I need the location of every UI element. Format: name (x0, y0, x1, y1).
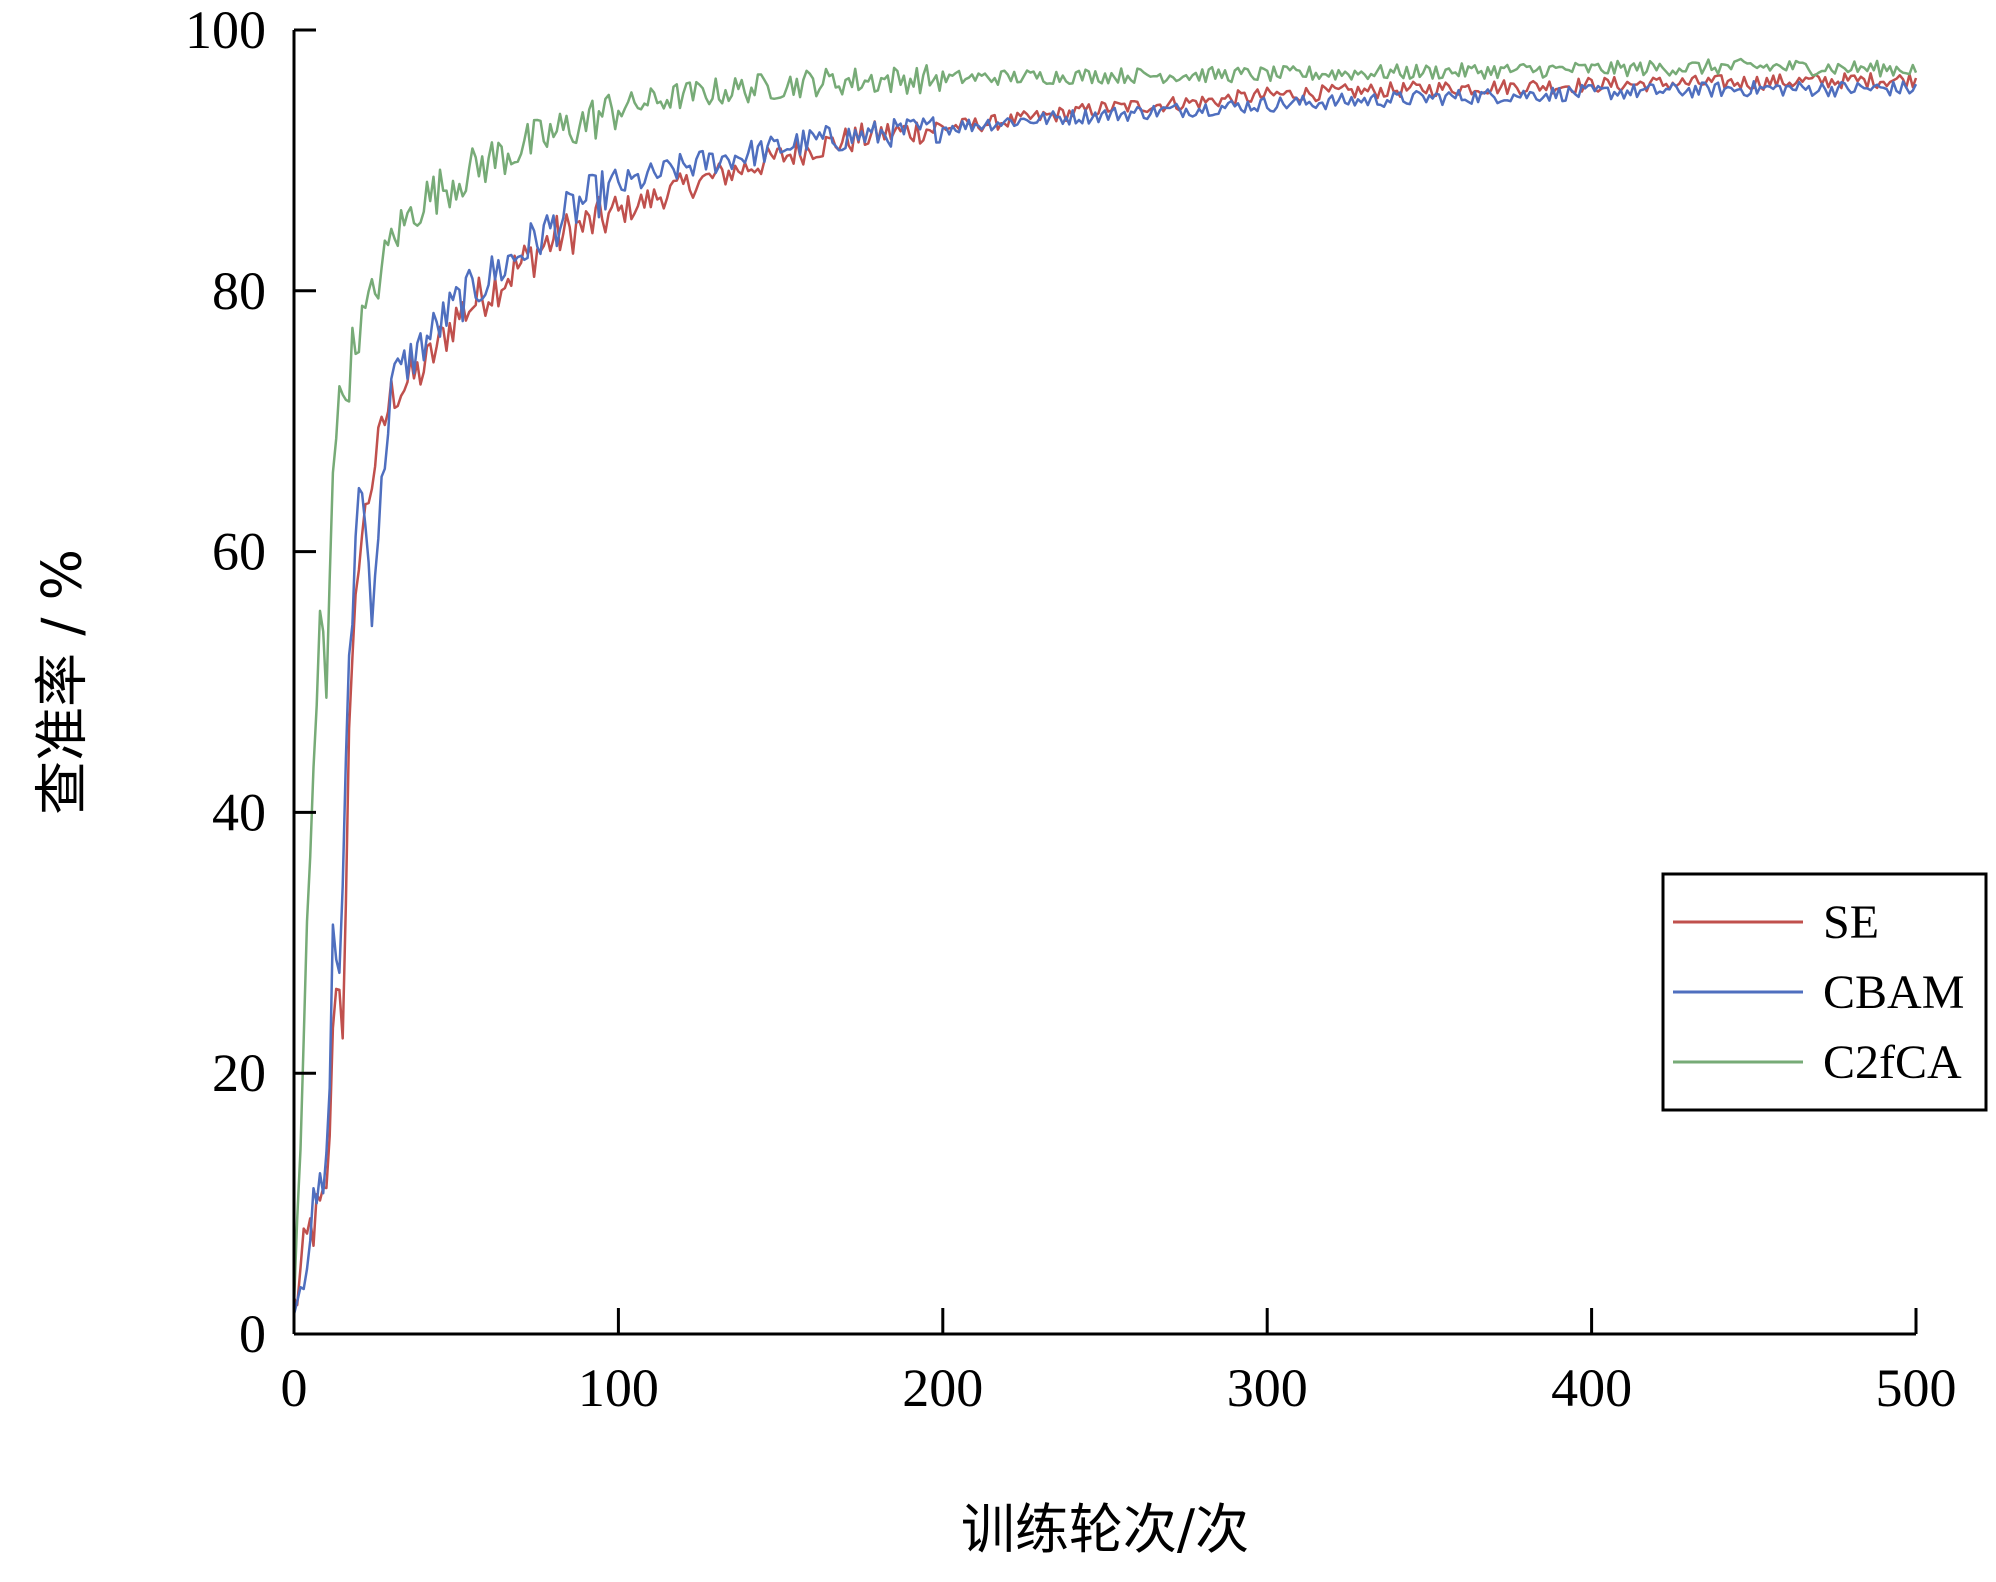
legend-label-cbam: CBAM (1823, 966, 1964, 1019)
x-axis-title: 训练轮次/次 (961, 1498, 1249, 1561)
series-line-se (292, 72, 1918, 1307)
x-tick-label: 0 (281, 1358, 308, 1418)
y-tick-label: 60 (212, 522, 266, 582)
legend-label-se: SE (1823, 896, 1879, 949)
y-axis-title: 查准率 / % (31, 549, 94, 815)
x-ticks: 0 100 200 300 400 500 (281, 1308, 1957, 1418)
legend-label-c2fca: C2fCA (1823, 1036, 1962, 1089)
x-tick-label: 500 (1876, 1358, 1957, 1418)
x-tick-label: 400 (1551, 1358, 1632, 1418)
y-tick-label: 0 (239, 1304, 266, 1364)
x-tick-label: 300 (1227, 1358, 1308, 1418)
legend: SE CBAM C2fCA (1661, 872, 1988, 1112)
y-tick-label: 100 (185, 0, 266, 60)
y-ticks: 0 20 40 60 80 100 (185, 0, 316, 1364)
x-tick-label: 100 (578, 1358, 659, 1418)
plot-lines (292, 57, 1918, 1315)
y-tick-label: 40 (212, 782, 266, 842)
x-tick-label: 200 (902, 1358, 983, 1418)
legend-items: SE CBAM C2fCA (1673, 896, 1964, 1089)
series-line-cbam (292, 80, 1918, 1315)
y-tick-label: 80 (212, 261, 266, 321)
axes: 0 100 200 300 400 500 0 20 40 60 80 100 (185, 0, 1957, 1418)
series-line-c2fca (292, 57, 1918, 1305)
y-tick-label: 20 (212, 1043, 266, 1103)
